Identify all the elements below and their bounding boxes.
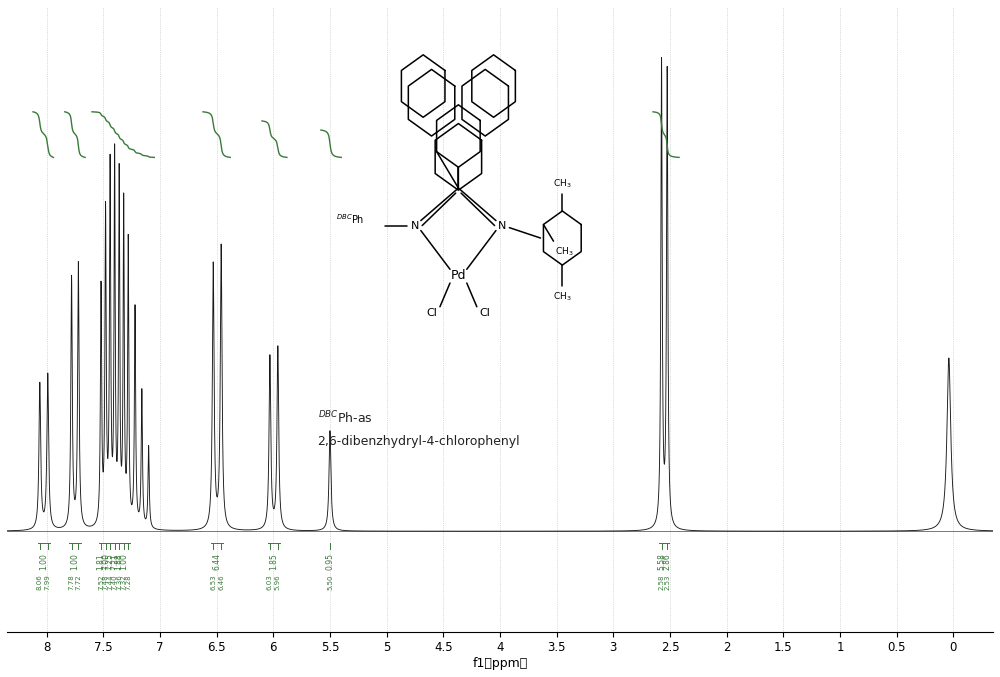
Text: 7.99: 7.99	[45, 575, 51, 590]
Text: 7.32: 7.32	[121, 575, 127, 590]
Text: 0.95: 0.95	[325, 553, 334, 570]
Text: 7.72: 7.72	[75, 575, 81, 590]
Text: 2.58: 2.58	[659, 575, 665, 590]
Text: 6.44: 6.44	[212, 553, 221, 570]
Text: 7.44: 7.44	[107, 575, 113, 590]
Text: 7.25: 7.25	[106, 553, 115, 570]
Text: 5.50: 5.50	[327, 575, 333, 590]
Text: 1.00: 1.00	[70, 553, 79, 570]
Text: 1.81: 1.81	[97, 553, 106, 570]
Text: 2.53: 2.53	[664, 575, 670, 590]
Text: 2,6-dibenzhydryl-4-chlorophenyl: 2,6-dibenzhydryl-4-chlorophenyl	[318, 435, 520, 447]
Text: 6.03: 6.03	[267, 575, 273, 590]
Text: 7.78: 7.78	[69, 575, 75, 590]
Text: 7.00: 7.00	[101, 553, 110, 570]
Text: 7.28: 7.28	[125, 575, 131, 590]
Text: 1.00: 1.00	[39, 553, 48, 570]
Text: $^{DBC}$Ph-as: $^{DBC}$Ph-as	[318, 410, 372, 427]
Text: 1.88: 1.88	[115, 553, 124, 570]
Text: 7.40: 7.40	[112, 575, 118, 590]
Text: 7.21: 7.21	[110, 553, 119, 570]
Text: 6.53: 6.53	[210, 575, 216, 590]
Text: 1.00: 1.00	[119, 553, 128, 570]
Text: 7.36: 7.36	[116, 575, 122, 590]
Text: 5.58: 5.58	[657, 553, 666, 570]
Text: 7.52: 7.52	[98, 575, 104, 590]
Text: 6.46: 6.46	[218, 575, 224, 590]
Text: 1.85: 1.85	[269, 553, 278, 570]
Text: 5.96: 5.96	[275, 575, 281, 590]
Text: 7.48: 7.48	[103, 575, 109, 590]
X-axis label: f1（ppm）: f1（ppm）	[472, 657, 528, 670]
Text: 8.06: 8.06	[37, 575, 43, 590]
Text: 2.86: 2.86	[663, 553, 672, 570]
